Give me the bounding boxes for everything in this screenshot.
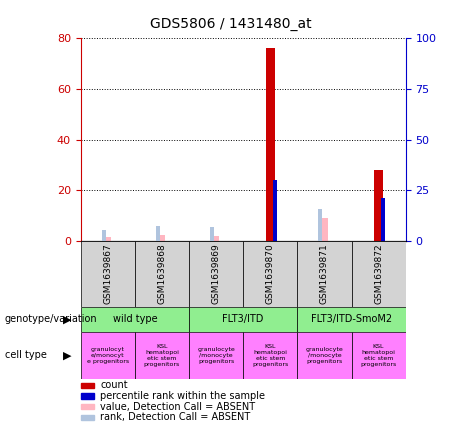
Bar (156, 226, 160, 241)
Bar (243, 241, 297, 307)
Text: granulocyt
e/monocyt
e progenitors: granulocyt e/monocyt e progenitors (87, 347, 129, 364)
Bar (381, 198, 385, 241)
Text: ▶: ▶ (63, 314, 71, 324)
Bar (273, 180, 277, 241)
Text: granulocyte
/monocyte
progenitors: granulocyte /monocyte progenitors (197, 347, 235, 364)
Bar (105, 237, 111, 241)
Bar (297, 332, 352, 379)
Bar (81, 241, 135, 307)
Text: genotype/variation: genotype/variation (5, 314, 97, 324)
Bar (81, 382, 94, 388)
Text: KSL
hematopoi
etic stem
progenitors: KSL hematopoi etic stem progenitors (144, 344, 180, 366)
Text: FLT3/ITD: FLT3/ITD (223, 314, 264, 324)
Bar (352, 241, 406, 307)
Bar (213, 236, 219, 241)
Bar (135, 332, 189, 379)
Text: cell type: cell type (5, 350, 47, 360)
Text: KSL
hematopoi
etic stem
progenitors: KSL hematopoi etic stem progenitors (361, 344, 397, 366)
Text: GSM1639869: GSM1639869 (212, 244, 221, 304)
Bar (321, 218, 328, 241)
Bar (101, 230, 106, 241)
Text: ▶: ▶ (63, 350, 71, 360)
Bar (81, 404, 94, 409)
Bar (81, 332, 135, 379)
Text: GSM1639872: GSM1639872 (374, 244, 383, 304)
Text: wild type: wild type (112, 314, 157, 324)
Text: GSM1639868: GSM1639868 (157, 244, 166, 304)
Text: granulocyte
/monocyte
progenitors: granulocyte /monocyte progenitors (306, 347, 343, 364)
Bar (352, 332, 406, 379)
Bar (297, 241, 352, 307)
Bar (81, 393, 94, 398)
Text: rank, Detection Call = ABSENT: rank, Detection Call = ABSENT (100, 412, 250, 422)
Text: percentile rank within the sample: percentile rank within the sample (100, 391, 265, 401)
Text: FLT3/ITD-SmoM2: FLT3/ITD-SmoM2 (311, 314, 392, 324)
Text: GSM1639867: GSM1639867 (103, 244, 112, 304)
Bar (266, 48, 275, 241)
Text: GDS5806 / 1431480_at: GDS5806 / 1431480_at (150, 17, 311, 31)
Bar (81, 307, 189, 332)
Text: KSL
hematopoi
etic stem
progenitors: KSL hematopoi etic stem progenitors (252, 344, 289, 366)
Bar (189, 307, 297, 332)
Bar (243, 332, 297, 379)
Bar (159, 235, 165, 241)
Bar (81, 415, 94, 420)
Text: value, Detection Call = ABSENT: value, Detection Call = ABSENT (100, 401, 255, 412)
Bar (189, 241, 243, 307)
Bar (135, 241, 189, 307)
Bar (297, 307, 406, 332)
Bar (318, 209, 322, 241)
Text: GSM1639870: GSM1639870 (266, 244, 275, 304)
Bar (189, 332, 243, 379)
Text: GSM1639871: GSM1639871 (320, 244, 329, 304)
Bar (374, 170, 384, 241)
Text: count: count (100, 380, 128, 390)
Bar (210, 227, 214, 241)
